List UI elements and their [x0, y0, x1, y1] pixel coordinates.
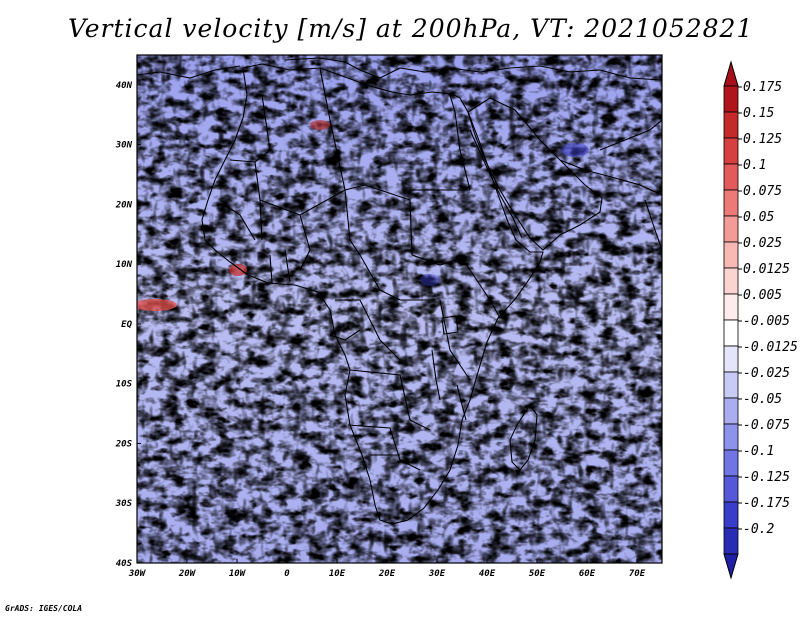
- colorbar-swatch: [723, 475, 739, 503]
- colorbar-swatch: [723, 163, 739, 191]
- x-tick-label: 30E: [428, 569, 446, 579]
- x-tick-label: 20E: [378, 569, 396, 579]
- colorbar: 0.175 0.15 0.125 0.1 0.075 0.05 0.025 0.0125 0.0…: [723, 60, 798, 580]
- x-tick-label: 50E: [529, 569, 546, 579]
- colorbar-label: -0.1: [743, 444, 774, 459]
- colorbar-label: -0.075: [743, 418, 790, 433]
- colorbar-label: -0.0125: [743, 340, 798, 355]
- colorbar-swatch: [723, 111, 739, 139]
- colorbar-min-arrow: [723, 553, 739, 580]
- x-tick-label: 60E: [579, 569, 596, 579]
- y-tick-label: 30N: [115, 141, 133, 151]
- y-tick-label: 10N: [116, 260, 133, 270]
- grads-credit: GrADS: IGES/COLA: [5, 604, 83, 613]
- colorbar-label: 0.175: [743, 80, 782, 95]
- x-tick-label: 70E: [629, 569, 646, 579]
- colorbar-swatch: [723, 319, 739, 347]
- colorbar-label: -0.2: [743, 522, 774, 537]
- y-tick-label: 20N: [115, 200, 133, 210]
- colorbar-swatch: [723, 267, 739, 295]
- colorbar-label: -0.05: [743, 392, 782, 407]
- chart-title: Vertical velocity [m/s] at 200hPa, VT: 2…: [68, 14, 754, 43]
- colorbar-swatch: [723, 293, 739, 321]
- colorbar-label: 0.125: [743, 132, 782, 147]
- colorbar-label: 0.1: [743, 158, 766, 173]
- x-tick-label: 10W: [229, 569, 247, 579]
- x-tick-label: 10E: [329, 569, 346, 579]
- x-tick-label: 40E: [479, 569, 496, 579]
- y-tick-label: 10S: [116, 380, 133, 390]
- x-tick-label: 30W: [128, 569, 147, 579]
- x-axis: 30W 20W 10W 0 10E 20E 30E 40E 50E 60E 70E: [128, 559, 646, 579]
- colorbar-label: 0.15: [743, 106, 774, 121]
- coastlines: [137, 57, 662, 525]
- y-axis: 40N 30N 20N 10N EQ 10S 20S 30S 40S: [115, 81, 141, 569]
- colorbar-swatch: [723, 137, 739, 165]
- x-tick-label: 20W: [178, 569, 197, 579]
- colorbar-max-arrow: [723, 60, 739, 87]
- y-tick-label: 20S: [115, 439, 133, 449]
- colorbar-swatch: [723, 241, 739, 269]
- colorbar-label: 0.005: [743, 288, 782, 303]
- colorbar-swatch: [723, 85, 739, 113]
- colorbar-swatch: [723, 189, 739, 217]
- colorbar-swatch: [723, 501, 739, 529]
- colorbar-swatch: [723, 423, 739, 451]
- y-tick-label: 30S: [115, 499, 133, 509]
- colorbar-label: -0.005: [743, 314, 790, 329]
- colorbar-swatch: [723, 215, 739, 243]
- colorbar-label: -0.175: [743, 496, 790, 511]
- plot-frame: [136, 54, 663, 564]
- colorbar-label: -0.025: [743, 366, 790, 381]
- colorbar-swatch: [723, 345, 739, 373]
- colorbar-label: 0.075: [743, 184, 782, 199]
- y-tick-label: EQ: [121, 320, 132, 330]
- colorbar-label: -0.125: [743, 470, 790, 485]
- colorbar-swatch: [723, 397, 739, 425]
- velocity-field: [137, 55, 662, 563]
- x-tick-label: 0: [284, 569, 290, 579]
- colorbar-label: 0.0125: [743, 262, 790, 277]
- colorbar-swatch: [723, 527, 739, 555]
- colorbar-swatch: [723, 449, 739, 477]
- colorbar-label: 0.05: [743, 210, 774, 225]
- y-tick-label: 40S: [116, 559, 133, 569]
- colorbar-label: 0.025: [743, 236, 782, 251]
- colorbar-swatch: [723, 371, 739, 399]
- y-tick-label: 40N: [116, 81, 133, 91]
